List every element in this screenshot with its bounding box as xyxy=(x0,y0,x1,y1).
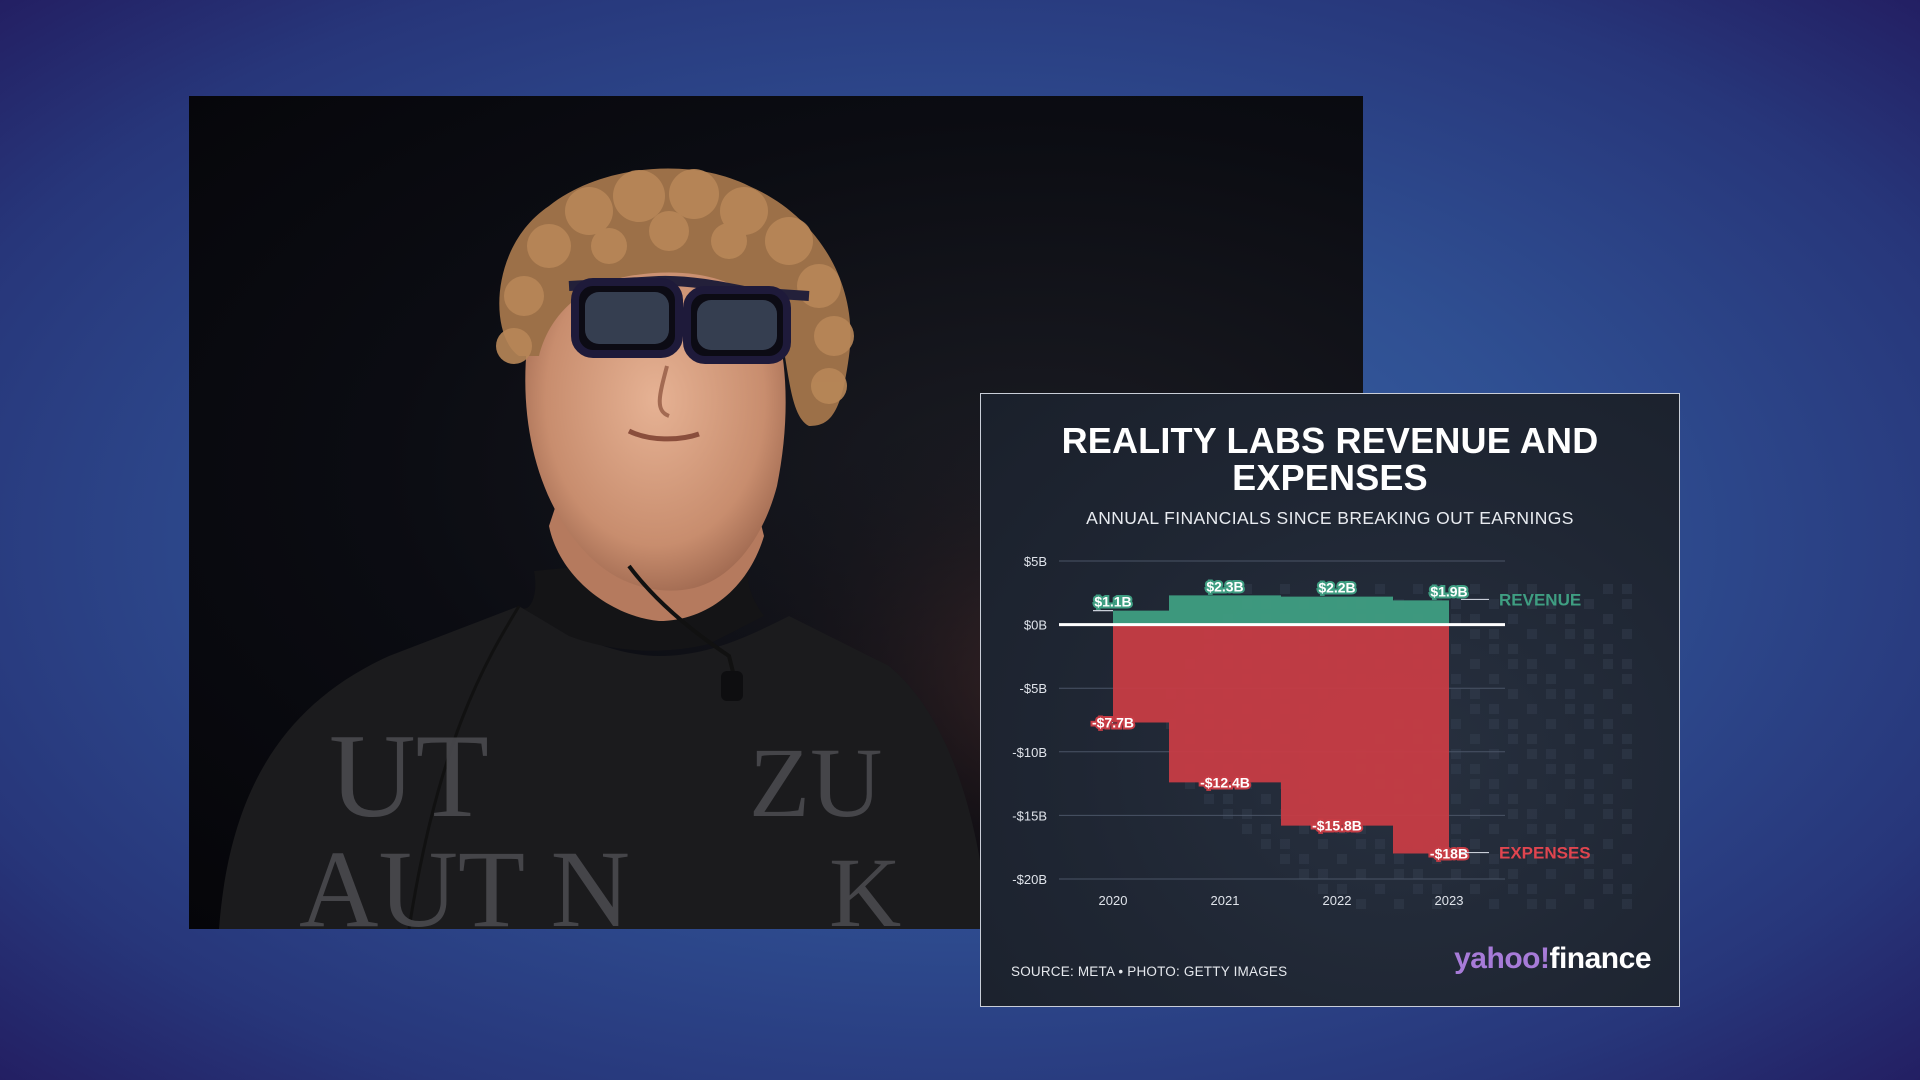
y-tick-label: $0B xyxy=(1024,618,1047,633)
y-tick-label: $5B xyxy=(1024,554,1047,569)
chart-subtitle: ANNUAL FINANCIALS SINCE BREAKING OUT EAR… xyxy=(1086,508,1574,528)
revenue-data-label: $1.9B xyxy=(1430,583,1467,599)
revenue-data-label: $1.1B xyxy=(1094,594,1131,610)
expenses-data-label: -$18B xyxy=(1430,846,1468,862)
yahoo-finance-logo: yahoo!finance xyxy=(1454,942,1651,976)
expenses-data-label: -$15.8B xyxy=(1312,818,1362,834)
y-tick-label: -$10B xyxy=(1012,745,1047,760)
shirt-print-4: K xyxy=(829,837,901,929)
logo-brand: yahoo! xyxy=(1454,942,1550,975)
x-tick-label: 2022 xyxy=(1323,893,1352,908)
y-tick-label: -$15B xyxy=(1012,808,1047,823)
x-tick-label: 2023 xyxy=(1435,893,1464,908)
chart-plot: $5B $0B -$5B -$10B -$15B -$20B $1.1B -$7.7B $2.3… xyxy=(1012,554,1632,909)
shirt-print-2: ZU xyxy=(749,727,882,838)
expenses-data-label: -$7.7B xyxy=(1092,715,1134,731)
source-note: SOURCE: META • PHOTO: GETTY IMAGES xyxy=(1011,964,1288,979)
revenue-legend-label: REVENUE xyxy=(1499,590,1581,609)
chart-title: REALITY LABS REVENUE AND EXPENSES xyxy=(1061,420,1599,498)
x-tick-label: 2020 xyxy=(1099,893,1128,908)
x-tick-label: 2021 xyxy=(1211,893,1240,908)
revenue-area xyxy=(1113,595,1449,625)
shirt-print-3: AUT N xyxy=(299,828,630,929)
revenue-data-label: $2.2B xyxy=(1318,580,1355,596)
expenses-area xyxy=(1113,624,1449,854)
revenue-data-label: $2.3B xyxy=(1206,578,1243,594)
expenses-data-label: -$12.4B xyxy=(1200,774,1250,790)
shirt-print-1: UT xyxy=(329,709,489,842)
chart-card: REALITY LABS REVENUE AND EXPENSES ANNUAL… xyxy=(980,393,1680,1007)
y-tick-label: -$5B xyxy=(1020,681,1047,696)
expenses-legend-label: EXPENSES xyxy=(1499,844,1591,863)
y-tick-label: -$20B xyxy=(1012,872,1047,887)
logo-product: finance xyxy=(1549,942,1651,975)
